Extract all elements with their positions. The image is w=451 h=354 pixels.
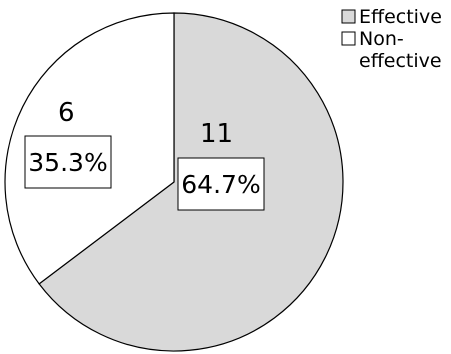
legend-swatch (341, 9, 356, 24)
legend-swatch (341, 31, 356, 46)
legend-label: effective (359, 50, 442, 72)
percent-label-box (177, 157, 265, 211)
slice-value-label: 11 (200, 119, 233, 149)
legend-label: Non- (359, 28, 404, 50)
slice-percent-label: 35.3% (28, 148, 107, 177)
slice-percent-label: 64.7% (181, 170, 260, 199)
slice-value-label: 6 (58, 98, 75, 128)
percent-label-box (24, 135, 112, 189)
pie-labels: 11 64.7% 6 35.3% (24, 98, 265, 211)
legend-label: Effective (359, 6, 442, 28)
